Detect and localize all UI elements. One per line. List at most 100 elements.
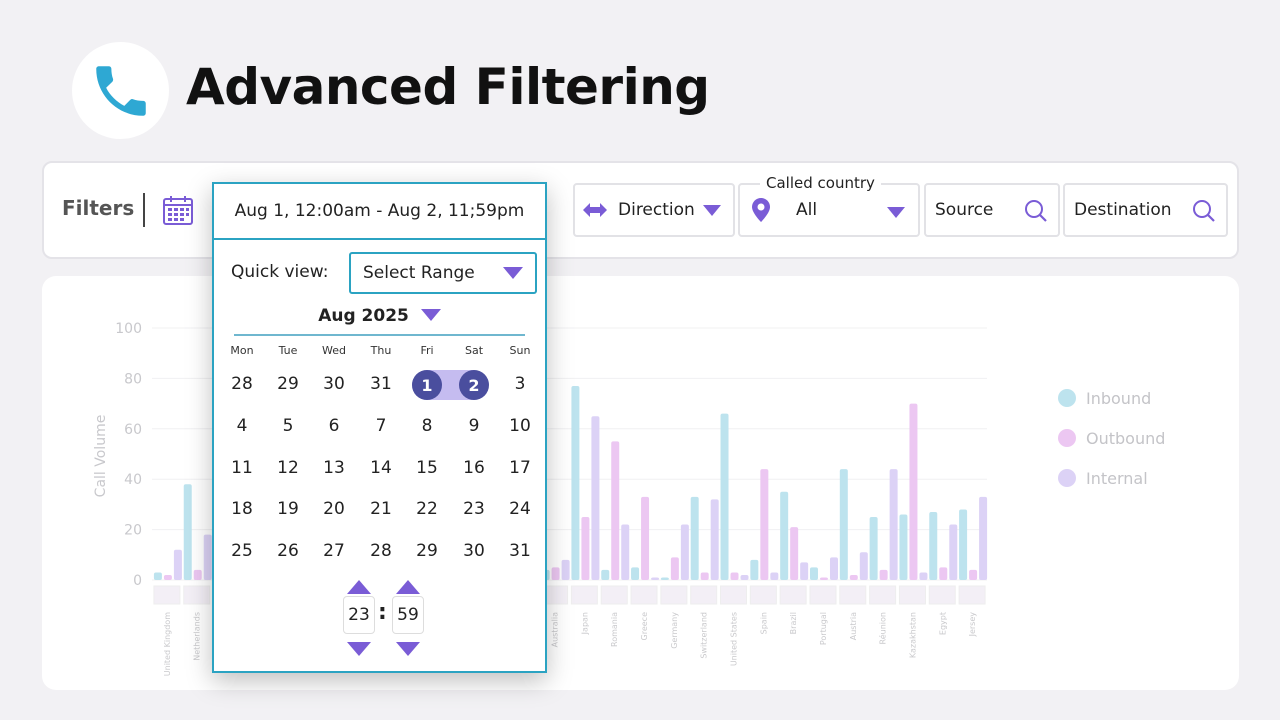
- calendar-day[interactable]: 29: [416, 541, 438, 561]
- calendar-day[interactable]: 6: [328, 416, 340, 436]
- bar: [909, 403, 918, 580]
- country-value: All: [796, 200, 818, 220]
- x-tick-label: Portugal: [819, 612, 828, 645]
- direction-label: Direction: [618, 200, 695, 220]
- calendar-day[interactable]: 4: [236, 416, 248, 436]
- flag-icon: [720, 585, 748, 605]
- bar: [591, 416, 600, 580]
- calendar-day[interactable]: 18: [231, 499, 253, 519]
- destination-search-field[interactable]: Destination: [1063, 183, 1228, 237]
- bar: [551, 567, 560, 580]
- search-icon[interactable]: [1192, 199, 1216, 223]
- calendar-day[interactable]: 3: [514, 374, 526, 394]
- calendar-day[interactable]: 29: [277, 374, 299, 394]
- calendar-day[interactable]: 8: [421, 416, 433, 436]
- bar: [670, 557, 679, 580]
- selected-day[interactable]: 2: [459, 370, 489, 400]
- calendar-day[interactable]: 13: [323, 458, 345, 478]
- date-range-picker[interactable]: Aug 1, 12:00am - Aug 2, 11;59pm Quick vi…: [212, 182, 547, 673]
- month-selector[interactable]: Aug 2025: [214, 306, 545, 326]
- date-range-display[interactable]: Aug 1, 12:00am - Aug 2, 11;59pm: [214, 184, 545, 240]
- source-input[interactable]: Source: [935, 200, 994, 220]
- calendar-day[interactable]: 25: [231, 541, 253, 561]
- calendar-day[interactable]: 15: [416, 458, 438, 478]
- calendar-day[interactable]: 28: [370, 541, 392, 561]
- calendar-day[interactable]: 28: [231, 374, 253, 394]
- quick-view-select[interactable]: Select Range: [349, 252, 537, 294]
- flag-icon: [869, 585, 897, 605]
- bar: [193, 569, 202, 580]
- calendar-day[interactable]: 9: [468, 416, 480, 436]
- calendar-day[interactable]: 24: [509, 499, 531, 519]
- bar: [203, 534, 212, 580]
- y-tick-label: 20: [124, 523, 142, 539]
- calendar-day[interactable]: 10: [509, 416, 531, 436]
- y-tick-label: 40: [124, 472, 142, 488]
- x-tick-label: Spain: [759, 612, 768, 634]
- flag-icon: [928, 585, 956, 605]
- bar: [969, 569, 978, 580]
- source-search-field[interactable]: Source: [924, 183, 1060, 237]
- bar: [730, 572, 739, 580]
- bar: [790, 527, 799, 580]
- weekday-header: Wed: [322, 344, 346, 357]
- filters-label: Filters: [62, 196, 135, 220]
- calendar-day[interactable]: 22: [416, 499, 438, 519]
- bar: [740, 574, 749, 580]
- called-country-select[interactable]: All: [738, 183, 920, 237]
- bar: [611, 441, 620, 580]
- hour-input[interactable]: 23: [343, 596, 375, 634]
- quick-view-label: Quick view:: [231, 262, 329, 282]
- calendar-day[interactable]: 27: [323, 541, 345, 561]
- calendar-day[interactable]: 31: [370, 374, 392, 394]
- hour-down-arrow-icon[interactable]: [347, 642, 371, 656]
- calendar-day[interactable]: 11: [231, 458, 253, 478]
- weekday-header: Mon: [230, 344, 254, 357]
- calendar-day[interactable]: 30: [323, 374, 345, 394]
- calendar-day[interactable]: 30: [463, 541, 485, 561]
- calendar-day[interactable]: 31: [509, 541, 531, 561]
- bar: [879, 569, 888, 580]
- divider: [143, 193, 145, 227]
- calendar-day[interactable]: 17: [509, 458, 531, 478]
- page-title: Advanced Filtering: [186, 58, 710, 116]
- bar: [680, 524, 689, 580]
- bar: [899, 514, 908, 580]
- calendar-day[interactable]: 12: [277, 458, 299, 478]
- bar: [750, 559, 759, 580]
- bar: [651, 577, 660, 580]
- minute-down-arrow-icon[interactable]: [396, 642, 420, 656]
- bar: [849, 574, 858, 580]
- calendar-day[interactable]: 19: [277, 499, 299, 519]
- hour-up-arrow-icon[interactable]: [347, 580, 371, 594]
- calendar-day[interactable]: 26: [277, 541, 299, 561]
- bar: [601, 569, 610, 580]
- bar: [979, 496, 988, 580]
- chevron-down-icon: [703, 205, 721, 216]
- flag-icon: [898, 585, 926, 605]
- calendar-day[interactable]: 16: [463, 458, 485, 478]
- direction-select[interactable]: Direction: [573, 183, 735, 237]
- flag-icon: [839, 585, 867, 605]
- calendar-day[interactable]: 14: [370, 458, 392, 478]
- search-icon[interactable]: [1024, 199, 1048, 223]
- y-tick-label: 60: [124, 422, 142, 438]
- calendar-day[interactable]: 23: [463, 499, 485, 519]
- minute-input[interactable]: 59: [392, 596, 424, 634]
- legend-label: Inbound: [1086, 389, 1151, 408]
- month-underline: [234, 334, 525, 336]
- calendar-day[interactable]: 7: [375, 416, 387, 436]
- minute-up-arrow-icon[interactable]: [396, 580, 420, 594]
- bar: [770, 572, 779, 580]
- x-tick-label: Brazil: [789, 612, 798, 634]
- selected-day[interactable]: 1: [412, 370, 442, 400]
- calendar-day[interactable]: 21: [370, 499, 392, 519]
- calendar-icon[interactable]: [162, 194, 194, 230]
- destination-input[interactable]: Destination: [1074, 200, 1172, 220]
- bar: [631, 567, 640, 580]
- bar: [889, 469, 898, 580]
- calendar-day[interactable]: 5: [282, 416, 294, 436]
- country-field-label: Called country: [760, 174, 881, 192]
- calendar-day[interactable]: 20: [323, 499, 345, 519]
- chart-panel: 0 20 40 60 80 100 Call Volume United Kingdom Net…: [42, 276, 1239, 690]
